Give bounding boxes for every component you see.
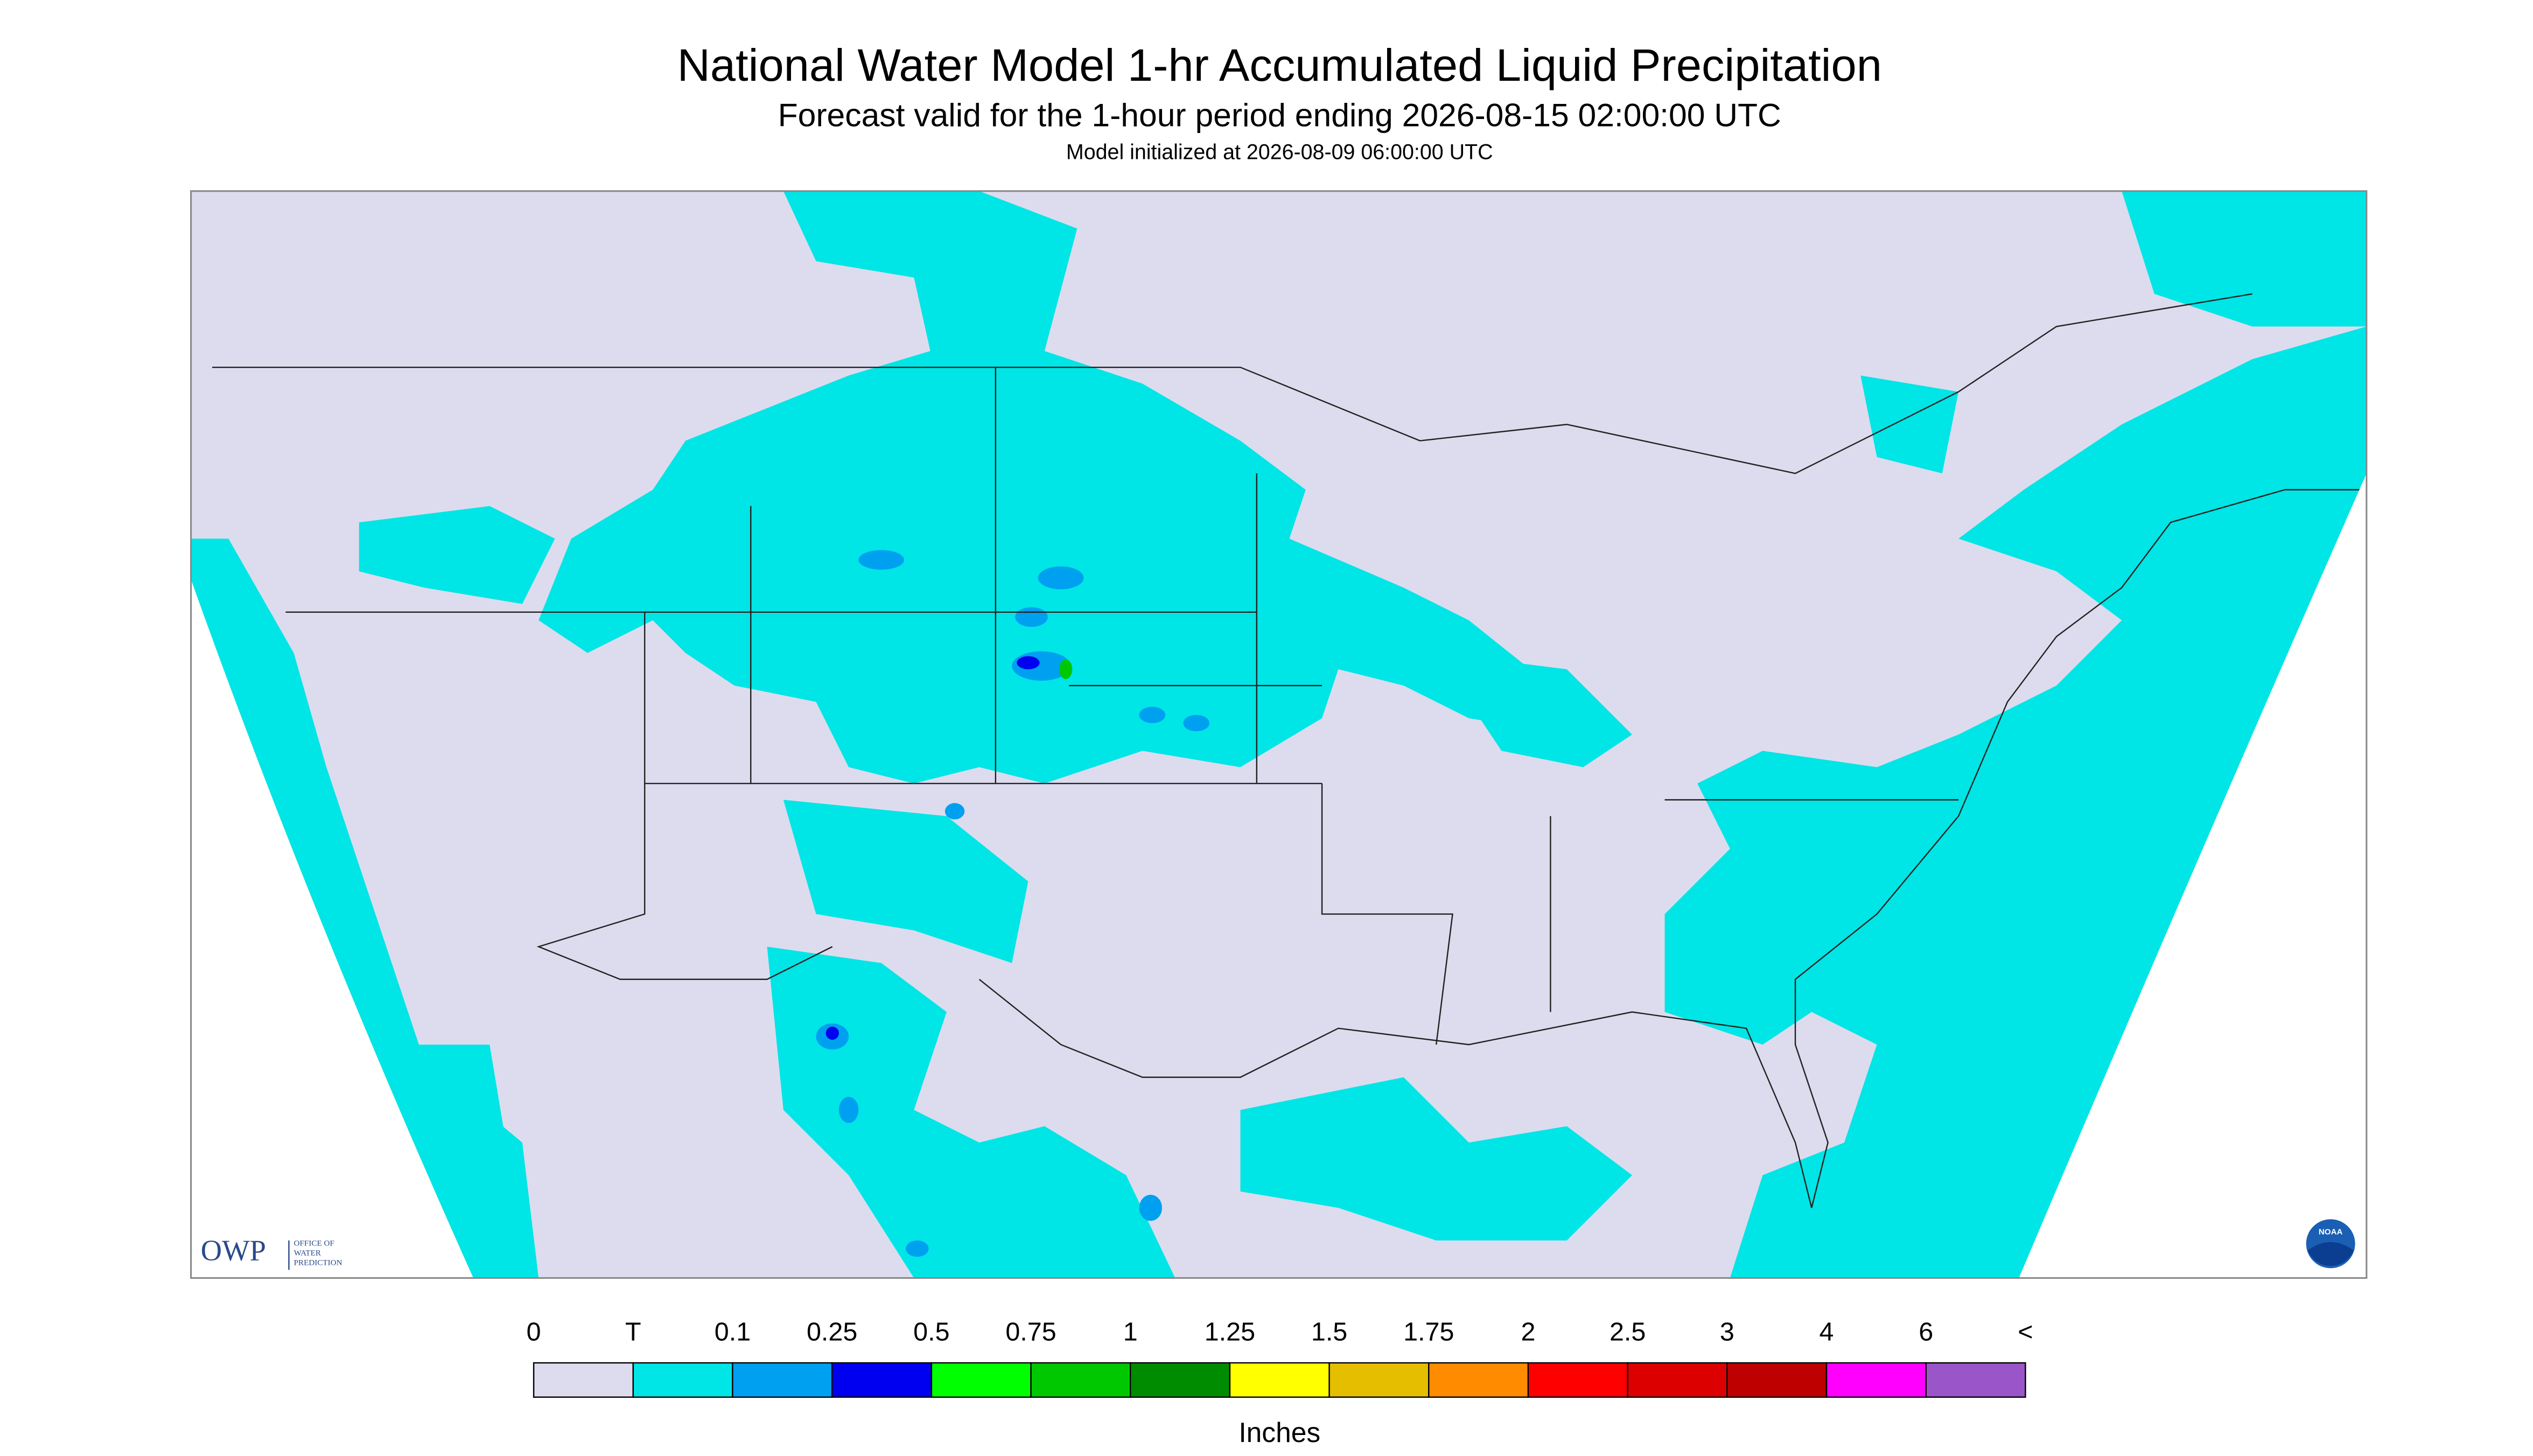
- precip-area: [1240, 1077, 1632, 1241]
- precip-area: [1436, 653, 1632, 767]
- legend-label: T: [625, 1317, 641, 1346]
- legend-swatch: [533, 1362, 634, 1398]
- legend-label: 0.25: [807, 1317, 857, 1346]
- legend-swatch: [930, 1362, 1032, 1398]
- precip-area: [1860, 375, 1959, 474]
- legend-swatch: [1825, 1362, 1927, 1398]
- legend-swatch: [1726, 1362, 1828, 1398]
- map-frame: [190, 190, 2368, 1279]
- logo-subtext: PREDICTION: [294, 1258, 342, 1268]
- precip-area: [359, 506, 555, 604]
- legend-label: <: [2018, 1317, 2033, 1346]
- title: National Water Model 1-hr Accumulated Li…: [677, 39, 1882, 90]
- init-line: Model initialized at 2026-08-09 06:00:00…: [1066, 141, 1493, 164]
- legend-swatch: [732, 1362, 833, 1398]
- legend-label: 4: [1820, 1317, 1834, 1346]
- legend-label: 3: [1720, 1317, 1734, 1346]
- map: OWP OFFICE OF WATER PREDICTION NOAA: [190, 190, 2368, 1279]
- legend-label: 1: [1123, 1317, 1138, 1346]
- precip-area: [538, 191, 1567, 784]
- legend-label: 2.5: [1610, 1317, 1646, 1346]
- legend-swatch: [1229, 1362, 1330, 1398]
- precip-area: [408, 1045, 506, 1208]
- precip-trace: [191, 191, 2367, 1278]
- precip-area: [1664, 326, 2367, 1278]
- legend-label: 2: [1521, 1317, 1535, 1346]
- legend-label: 1.75: [1403, 1317, 1454, 1346]
- legend-swatch: [1925, 1362, 2026, 1398]
- logo-subtext: WATER: [294, 1248, 321, 1257]
- legend-swatch: [831, 1362, 933, 1398]
- legend-swatch: [1627, 1362, 1728, 1398]
- legend-swatch: [1428, 1362, 1529, 1398]
- legend-swatch: [1328, 1362, 1430, 1398]
- legend-swatch: [1130, 1362, 1231, 1398]
- precip-area: [2122, 191, 2367, 327]
- logo-subtext: OFFICE OF: [294, 1238, 334, 1248]
- legend: 0 T 0.1 0.25 0.5 0.75 1 1.25 1.5 1.75 2 2.5 3 4 6 <: [527, 1317, 2033, 1398]
- precip-area: [767, 947, 1175, 1278]
- legend-swatch: [632, 1362, 733, 1398]
- logo-text: OWP: [201, 1234, 266, 1266]
- precip-area: [783, 800, 1028, 963]
- boundaries: [212, 293, 2367, 1208]
- legend-label: 0.1: [715, 1317, 751, 1346]
- projection-edge: [191, 579, 473, 1278]
- legend-unit: Inches: [1238, 1417, 1320, 1448]
- legend-swatch: [1030, 1362, 1131, 1398]
- legend-label: 1.5: [1311, 1317, 1347, 1346]
- noaa-text: NOAA: [2319, 1228, 2343, 1237]
- legend-label: 6: [1919, 1317, 1933, 1346]
- precip-moderate: [816, 550, 1209, 1257]
- legend-swatch: [1527, 1362, 1628, 1398]
- legend-label: 0.5: [913, 1317, 949, 1346]
- subtitle: Forecast valid for the 1-hour period end…: [778, 96, 1781, 133]
- projection-edge: [2019, 473, 2367, 1278]
- legend-label: 0.75: [1005, 1317, 1056, 1346]
- legend-label: 1.25: [1205, 1317, 1255, 1346]
- legend-label: 0: [527, 1317, 541, 1346]
